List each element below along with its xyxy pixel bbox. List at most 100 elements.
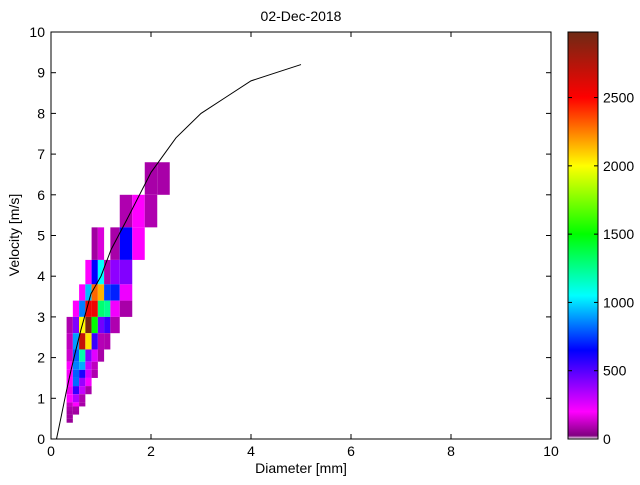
heatmap-cell bbox=[66, 316, 73, 334]
y-tick-label: 0 bbox=[37, 431, 45, 447]
colorbar: 0 500 1000 1500 2000 2500 bbox=[567, 31, 634, 447]
heatmap-cell bbox=[91, 349, 98, 362]
heatmap-cell bbox=[85, 349, 92, 362]
heatmap-cell bbox=[79, 377, 86, 387]
colorbar-tick-label: 2000 bbox=[603, 158, 634, 174]
x-axis-ticks: 0 2 4 6 8 10 bbox=[47, 32, 559, 459]
heatmap-cell bbox=[85, 333, 92, 350]
heatmap-cell bbox=[72, 361, 80, 370]
heatmap-cell bbox=[85, 369, 92, 378]
heatmap-cell bbox=[79, 361, 86, 370]
y-tick-label: 5 bbox=[37, 228, 45, 244]
heatmap-cell bbox=[91, 284, 98, 301]
heatmap-cell bbox=[97, 333, 105, 350]
heatmap-cell bbox=[110, 316, 120, 334]
heatmap-cell bbox=[104, 316, 111, 334]
heatmap-cell bbox=[66, 333, 73, 350]
heatmap-cell bbox=[66, 377, 73, 387]
heatmap-cell bbox=[110, 259, 120, 285]
colorbar-tick-label: 0 bbox=[603, 431, 611, 447]
heatmap-cell bbox=[104, 284, 111, 301]
y-tick-label: 2 bbox=[37, 350, 45, 366]
heatmap-cell bbox=[104, 333, 111, 350]
colorbar-gradient bbox=[567, 31, 599, 440]
y-tick-label: 6 bbox=[37, 187, 45, 203]
heatmap-cell bbox=[97, 284, 105, 301]
heatmap-cell bbox=[119, 300, 133, 317]
heatmap-cell bbox=[72, 377, 80, 387]
heatmap-cell bbox=[66, 394, 73, 403]
heatmap-cell bbox=[85, 284, 92, 301]
heatmap-cell bbox=[72, 349, 80, 362]
heatmap-cell bbox=[110, 300, 120, 317]
x-tick-label: 4 bbox=[247, 443, 255, 459]
heatmap-cell bbox=[79, 284, 86, 301]
heatmap-cell bbox=[66, 349, 73, 362]
heatmap-cell bbox=[132, 194, 145, 228]
x-tick-label: 8 bbox=[447, 443, 455, 459]
heatmap-cell bbox=[66, 414, 73, 419]
heatmap-cell bbox=[119, 284, 133, 301]
y-axis-ticks: 0 1 2 3 4 5 6 7 8 9 10 bbox=[29, 24, 551, 447]
heatmap-cell bbox=[97, 349, 105, 362]
heatmap-cell bbox=[72, 333, 80, 350]
heatmap-cell bbox=[97, 259, 105, 285]
heatmap-cell bbox=[72, 410, 80, 415]
fall-speed-curve-group bbox=[56, 64, 302, 440]
heatmap-cell bbox=[79, 394, 86, 403]
heatmap-cell bbox=[79, 300, 86, 317]
heatmap-cell bbox=[91, 316, 98, 334]
heatmap-cell bbox=[157, 162, 170, 195]
heatmap-cell bbox=[97, 300, 105, 317]
heatmap-cell bbox=[110, 227, 120, 260]
heatmap-cell bbox=[97, 316, 105, 334]
heatmap-cell bbox=[66, 402, 73, 407]
fall-speed-curve bbox=[56, 64, 302, 440]
heatmap-cell bbox=[97, 227, 105, 260]
colorbar-tick-label: 500 bbox=[603, 363, 627, 379]
heatmap-cell bbox=[79, 402, 86, 407]
heatmap-cell bbox=[91, 259, 98, 285]
x-tick-label: 10 bbox=[543, 443, 559, 459]
chart-title: 02-Dec-2018 bbox=[261, 8, 342, 24]
heatmap-cell bbox=[85, 377, 92, 387]
heatmap-cell bbox=[132, 227, 145, 260]
heatmap-cell bbox=[79, 386, 86, 395]
heatmap-cell bbox=[66, 406, 73, 411]
heatmap-cell bbox=[79, 369, 86, 378]
colorbar-tick-label: 2500 bbox=[603, 90, 634, 106]
colorbar-tick-label: 1500 bbox=[603, 226, 634, 242]
y-tick-label: 3 bbox=[37, 309, 45, 325]
x-axis-label: Diameter [mm] bbox=[255, 460, 347, 476]
heatmap-cell bbox=[91, 369, 98, 378]
heatmap-cell bbox=[91, 333, 98, 350]
y-tick-label: 1 bbox=[37, 390, 45, 406]
y-tick-label: 8 bbox=[37, 105, 45, 121]
y-tick-label: 4 bbox=[37, 268, 45, 284]
heatmap-cell bbox=[119, 194, 133, 228]
heatmap-cell bbox=[119, 259, 133, 285]
heatmap-cell bbox=[85, 386, 92, 395]
heatmap-cell bbox=[110, 284, 120, 301]
heatmap-cell bbox=[104, 259, 111, 285]
heatmap-cell bbox=[144, 194, 158, 228]
heatmap-cell bbox=[144, 162, 158, 195]
heatmap-cells bbox=[66, 162, 170, 423]
heatmap-cell bbox=[104, 300, 111, 317]
heatmap-cell bbox=[66, 386, 73, 395]
heatmap-cell bbox=[79, 349, 86, 362]
colorbar-tick-label: 1000 bbox=[603, 294, 634, 310]
y-axis-label: Velocity [m/s] bbox=[6, 194, 22, 276]
x-tick-label: 6 bbox=[347, 443, 355, 459]
heatmap-cell bbox=[85, 316, 92, 334]
heatmap-cell bbox=[72, 394, 80, 403]
heatmap-cell bbox=[72, 369, 80, 378]
x-tick-label: 0 bbox=[47, 443, 55, 459]
x-tick-label: 2 bbox=[147, 443, 155, 459]
heatmap-cell bbox=[72, 406, 80, 411]
heatmap-cell bbox=[85, 300, 92, 317]
y-tick-label: 9 bbox=[37, 65, 45, 81]
heatmap-cell bbox=[79, 333, 86, 350]
heatmap-cell bbox=[119, 227, 133, 260]
